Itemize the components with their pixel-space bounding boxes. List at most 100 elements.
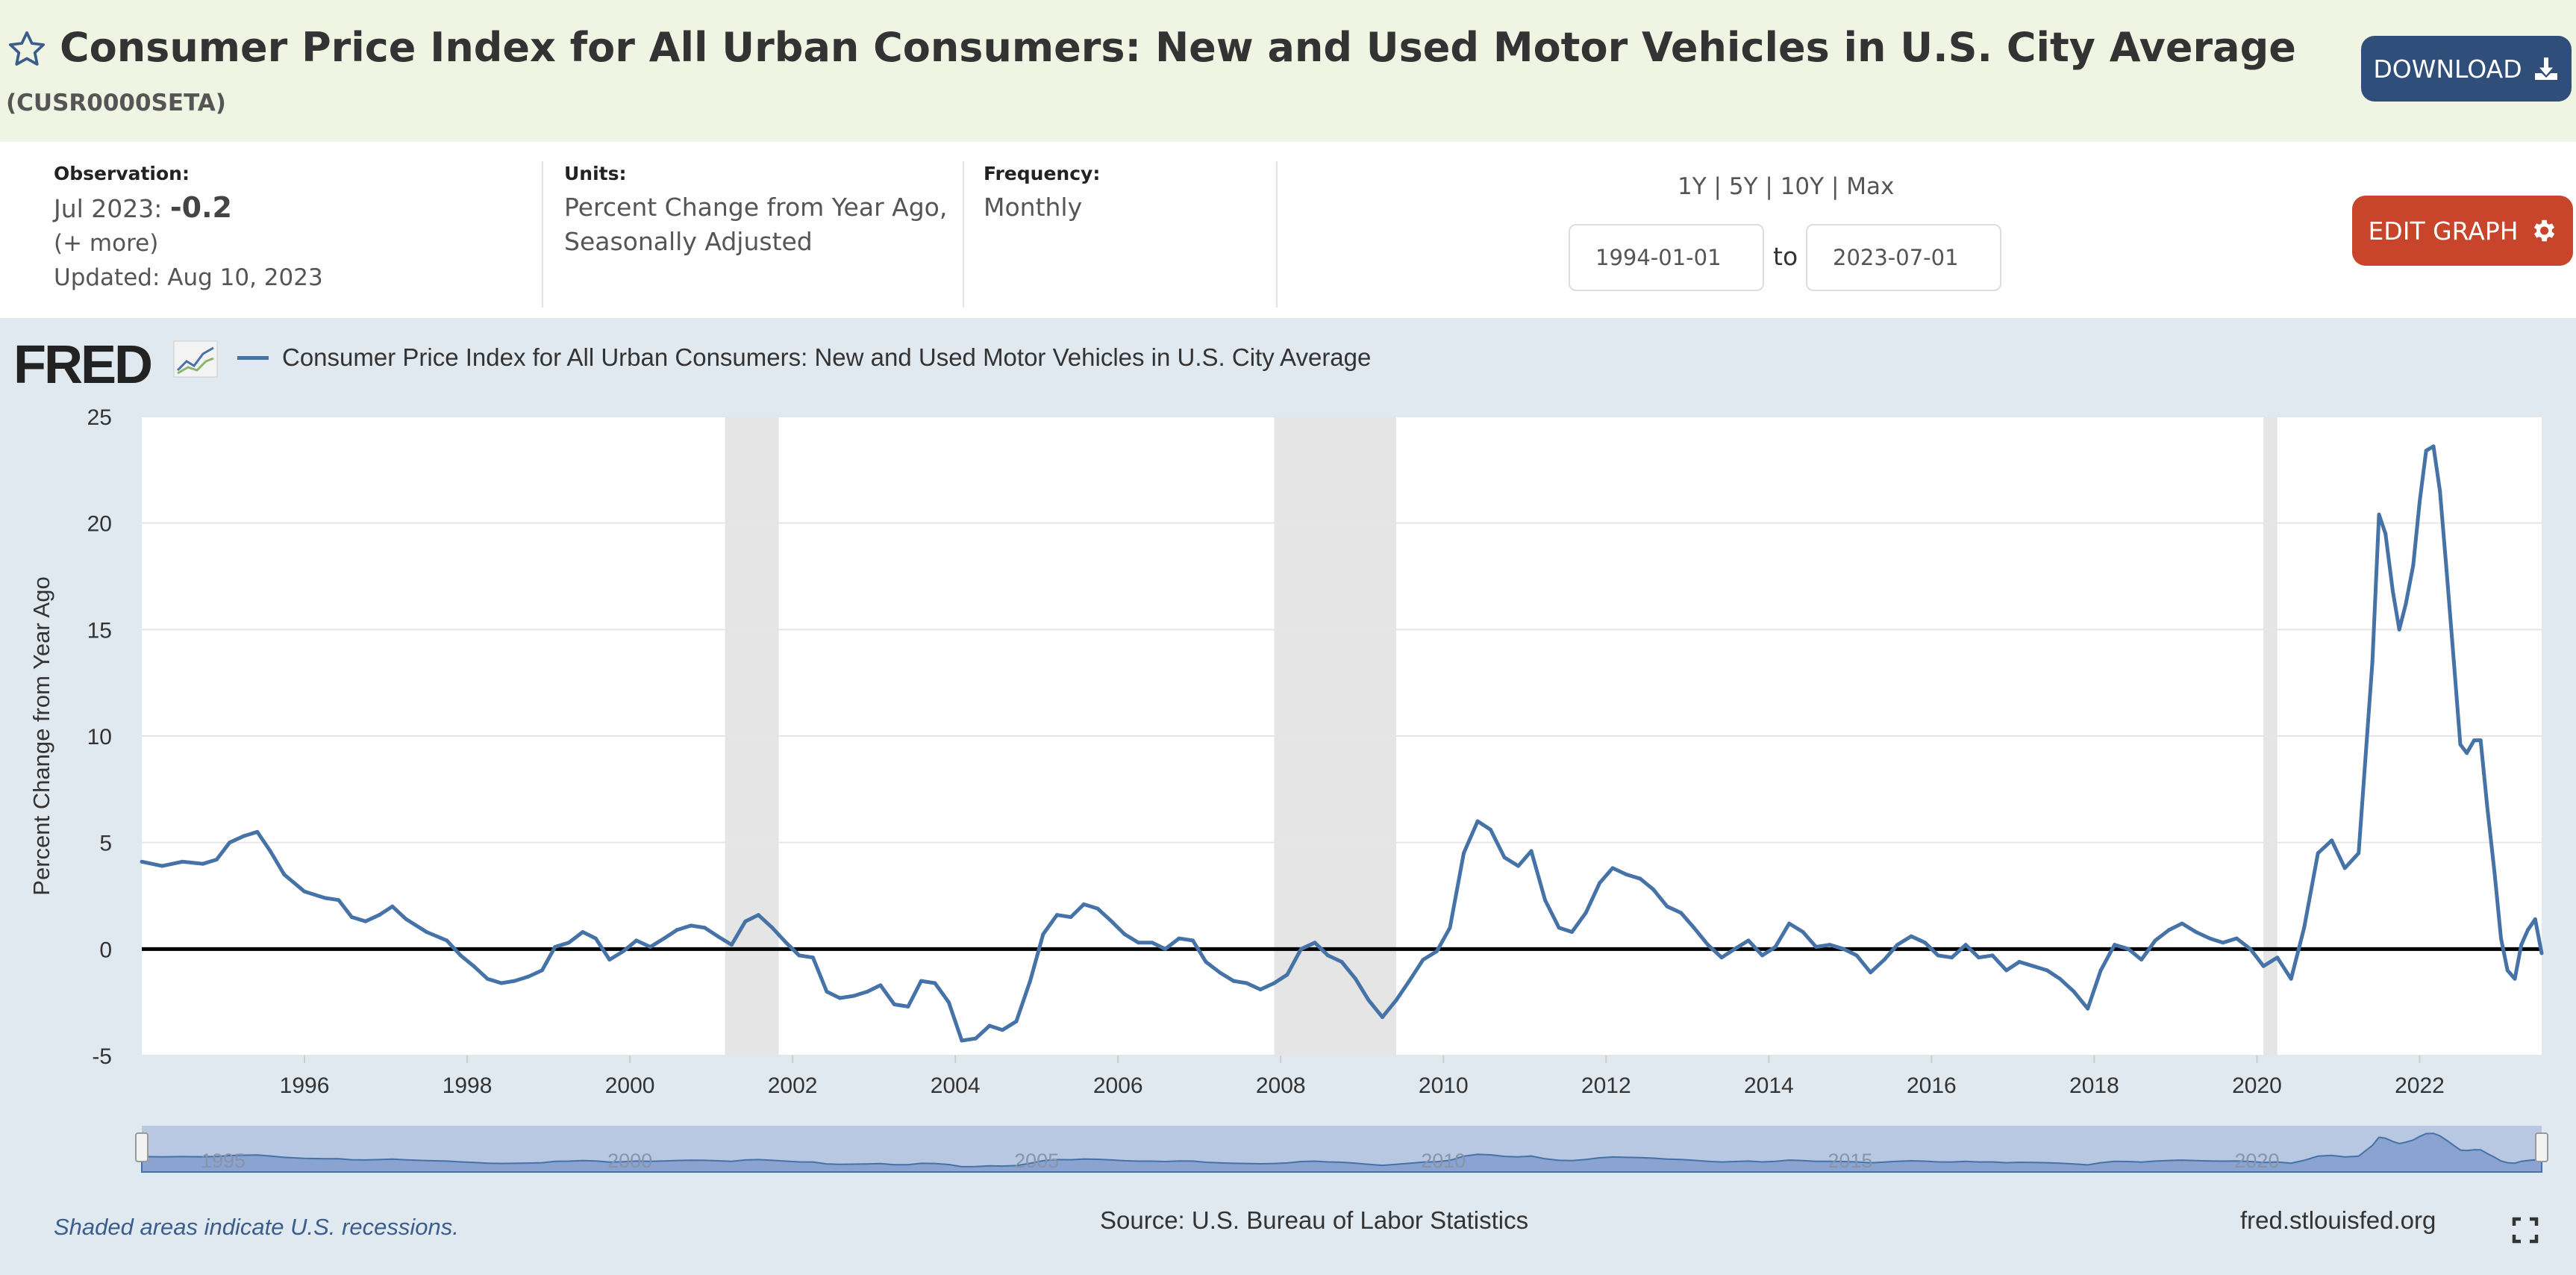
download-button[interactable]: DOWNLOAD bbox=[2361, 36, 2572, 102]
data-point bbox=[1095, 906, 1100, 911]
data-point bbox=[919, 979, 923, 983]
data-point bbox=[1977, 956, 1981, 960]
data-point bbox=[2438, 489, 2442, 493]
data-point bbox=[2234, 936, 2239, 941]
data-point bbox=[349, 915, 354, 920]
data-point bbox=[878, 983, 883, 988]
y-tick-label: 25 bbox=[87, 405, 112, 430]
units-label: Units: bbox=[564, 163, 627, 184]
data-point bbox=[2472, 738, 2477, 743]
data-point bbox=[1516, 864, 1521, 868]
data-point bbox=[181, 859, 185, 864]
data-point bbox=[960, 1038, 964, 1043]
data-point bbox=[756, 913, 760, 917]
data-point bbox=[1325, 953, 1330, 958]
data-point bbox=[892, 1003, 896, 1007]
data-point bbox=[2458, 742, 2463, 746]
data-point bbox=[268, 849, 272, 853]
data-point bbox=[1882, 958, 1886, 962]
data-point bbox=[1204, 959, 1208, 964]
data-point bbox=[2390, 589, 2395, 593]
more-link[interactable]: (+ more) bbox=[54, 230, 159, 257]
data-point bbox=[1936, 953, 1940, 958]
data-point bbox=[1733, 947, 1737, 951]
updated-date: Updated: Aug 10, 2023 bbox=[54, 264, 323, 291]
data-point bbox=[390, 904, 395, 908]
data-point bbox=[1244, 981, 1248, 985]
data-point bbox=[987, 1023, 992, 1028]
range-links: 1Y | 5Y | 10Y | Max bbox=[1678, 173, 1895, 200]
y-tick-label: 5 bbox=[99, 832, 112, 856]
data-point bbox=[1231, 979, 1236, 983]
frequency-label: Frequency: bbox=[984, 163, 1101, 184]
x-tick-label: 2002 bbox=[768, 1073, 818, 1098]
observation-value: -0.2 bbox=[169, 191, 232, 224]
divider bbox=[963, 161, 964, 308]
start-date-input[interactable]: 1994-01-01 bbox=[1569, 224, 1764, 291]
data-point bbox=[2275, 956, 2280, 960]
x-tick-label: 2020 bbox=[2232, 1073, 2282, 1098]
navigator-label: 2000 bbox=[607, 1150, 652, 1172]
data-point bbox=[526, 974, 531, 979]
source-text: Source: U.S. Bureau of Labor Statistics bbox=[1100, 1206, 1529, 1234]
fred-logo[interactable]: FRED bbox=[13, 335, 153, 395]
x-tick-label: 2004 bbox=[931, 1073, 981, 1098]
recession-note: Shaded areas indicate U.S. recessions. bbox=[54, 1214, 459, 1240]
data-point bbox=[404, 917, 408, 921]
y-tick-label: -5 bbox=[92, 1044, 112, 1069]
data-point bbox=[2126, 947, 2130, 951]
fullscreen-icon[interactable] bbox=[2512, 1217, 2539, 1244]
range-1y[interactable]: 1Y bbox=[1678, 173, 1707, 200]
range-max[interactable]: Max bbox=[1846, 173, 1895, 200]
data-point bbox=[1529, 849, 1534, 853]
data-point bbox=[797, 953, 801, 958]
edit-graph-button[interactable]: EDIT GRAPH bbox=[2352, 196, 2573, 266]
data-point bbox=[2498, 936, 2503, 941]
data-point bbox=[1313, 941, 1317, 945]
range-5y[interactable]: 5Y bbox=[1728, 173, 1758, 200]
data-point bbox=[1381, 1015, 1385, 1020]
data-point bbox=[2397, 627, 2401, 632]
navigator-handle-right[interactable] bbox=[2535, 1132, 2548, 1162]
range-10y[interactable]: 10Y bbox=[1780, 173, 1825, 200]
data-point bbox=[1354, 976, 1358, 981]
data-point bbox=[1625, 872, 1629, 876]
data-point bbox=[282, 872, 287, 876]
legend-label: Consumer Price Index for All Urban Consu… bbox=[282, 343, 1372, 371]
data-point bbox=[634, 938, 639, 943]
star-icon[interactable] bbox=[6, 28, 48, 70]
x-tick-label: 2014 bbox=[1744, 1073, 1794, 1098]
frequency-block: Frequency: Monthly bbox=[984, 163, 1100, 225]
navigator-handle-left[interactable] bbox=[135, 1132, 149, 1162]
legend-swatch bbox=[237, 355, 269, 360]
data-point bbox=[1990, 953, 1995, 958]
data-point bbox=[1502, 855, 1507, 860]
data-point bbox=[1054, 913, 1059, 917]
y-tick-label: 15 bbox=[87, 618, 112, 643]
data-point bbox=[2153, 938, 2157, 943]
end-date-input[interactable]: 2023-07-01 bbox=[1806, 224, 2001, 291]
data-point bbox=[2086, 1006, 2090, 1011]
data-point bbox=[1407, 979, 1411, 983]
data-point bbox=[1909, 934, 1913, 938]
data-point bbox=[1217, 970, 1222, 975]
site-link[interactable]: fred.stlouisfed.org bbox=[2240, 1206, 2436, 1234]
y-tick-label: 10 bbox=[87, 725, 112, 749]
divider bbox=[542, 161, 543, 308]
line-chart[interactable]: -5 0 5 10 15 20 25 1996 1998 2000 2002 2004 2006 2008… bbox=[0, 318, 2576, 1275]
data-point bbox=[425, 930, 429, 935]
data-point bbox=[302, 889, 307, 894]
data-point bbox=[1000, 1028, 1004, 1032]
page-header: Consumer Price Index for All Urban Consu… bbox=[0, 0, 2576, 142]
chart-logo-icon bbox=[173, 340, 218, 378]
y-tick-label: 0 bbox=[99, 938, 112, 962]
data-point bbox=[933, 981, 937, 985]
data-point bbox=[946, 1000, 951, 1005]
data-point bbox=[675, 928, 679, 932]
data-point bbox=[553, 944, 557, 949]
data-point bbox=[621, 949, 625, 953]
data-point bbox=[1610, 866, 1615, 870]
data-point bbox=[2377, 512, 2381, 517]
data-point bbox=[1489, 828, 1493, 832]
data-point bbox=[770, 926, 775, 930]
